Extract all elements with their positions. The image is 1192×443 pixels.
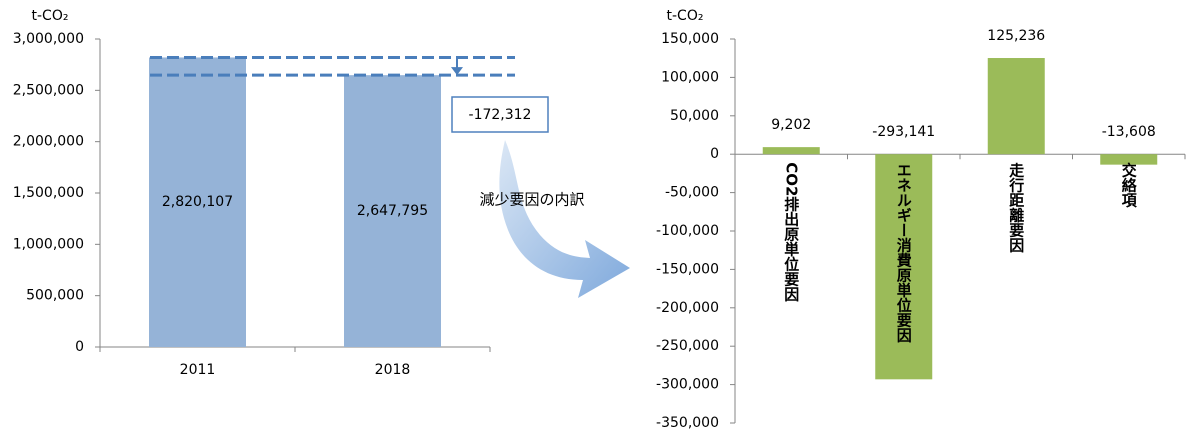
bar — [987, 58, 1045, 155]
data-label: 125,236 — [987, 28, 1045, 44]
x-tick-label: 走行距離要因 — [1007, 161, 1025, 253]
y-axis-label: t-CO₂ — [32, 8, 69, 24]
x-tick-label: 交絡項 — [1120, 161, 1138, 208]
data-label: 2,647,795 — [357, 203, 428, 219]
y-tick-label: 0 — [75, 339, 84, 355]
x-tick-label: 2011 — [180, 362, 216, 378]
bar — [875, 154, 933, 380]
y-tick-label: 0 — [710, 146, 719, 162]
bar — [344, 75, 441, 347]
arrow-head — [451, 67, 463, 76]
data-label: 9,202 — [771, 117, 811, 133]
data-label: -13,608 — [1102, 124, 1156, 140]
y-tick-label: -200,000 — [656, 300, 719, 316]
y-tick-label: 100,000 — [661, 69, 719, 85]
annotation-text: -172,312 — [469, 107, 532, 123]
annotation: 減少要因の内訳 — [479, 191, 584, 209]
breakdown-arrow — [499, 140, 630, 298]
y-tick-label: -150,000 — [656, 261, 719, 277]
y-tick-label: -300,000 — [656, 377, 719, 393]
x-tick-label: エネルギー消費原単位要因 — [895, 162, 913, 343]
data-label: -293,141 — [872, 124, 935, 140]
bar — [762, 147, 820, 155]
y-tick-label: -250,000 — [656, 338, 719, 354]
y-tick-label: -50,000 — [665, 185, 719, 201]
bar — [149, 57, 246, 347]
y-tick-label: 50,000 — [670, 108, 719, 124]
x-tick-label: 2018 — [375, 362, 411, 378]
y-axis-label: t-CO₂ — [667, 8, 704, 24]
y-tick-label: 1,500,000 — [13, 185, 84, 201]
annotation-box — [451, 96, 549, 133]
y-tick-label: 3,000,000 — [13, 31, 84, 47]
data-label: 2,820,107 — [162, 194, 233, 210]
bar — [1100, 154, 1158, 165]
y-tick-label: -350,000 — [656, 415, 719, 431]
y-tick-label: 150,000 — [661, 31, 719, 47]
y-tick-label: 2,000,000 — [13, 134, 84, 150]
y-tick-label: 2,500,000 — [13, 82, 84, 98]
y-tick-label: -100,000 — [656, 223, 719, 239]
y-tick-label: 500,000 — [26, 288, 84, 304]
x-tick-label: CO2排出原単位要因 — [782, 162, 800, 302]
y-tick-label: 1,000,000 — [13, 236, 84, 252]
